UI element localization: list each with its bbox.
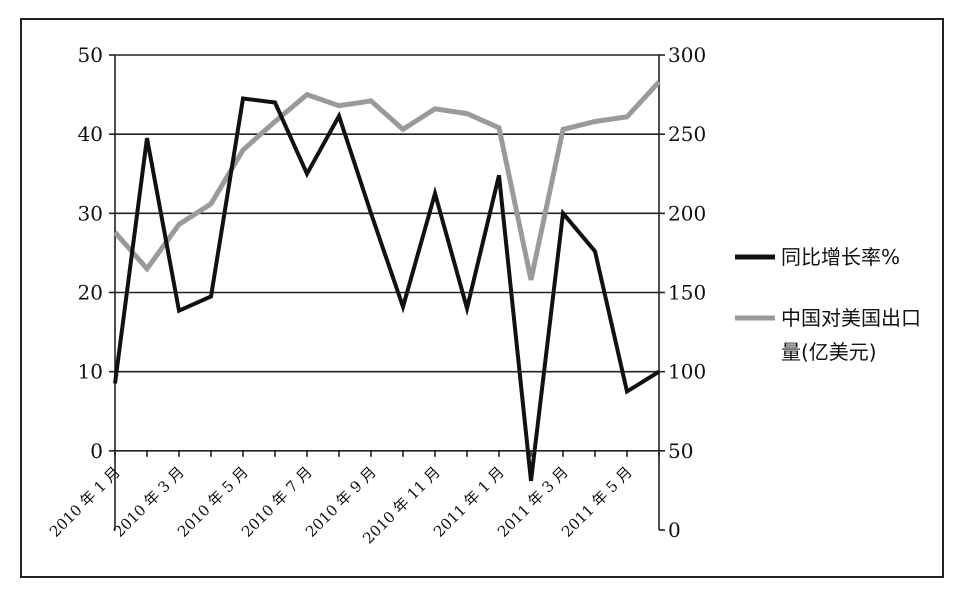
y-right-tick-label: 0 — [668, 518, 681, 542]
y-right-tick-label: 150 — [668, 281, 706, 305]
y-left-tick-label: 40 — [78, 122, 103, 146]
y-right-tick-label: 200 — [668, 201, 706, 225]
y-left-tick-label: 30 — [78, 201, 103, 225]
y-right-tick-label: 50 — [668, 439, 693, 463]
y-right-tick-label: 250 — [668, 122, 706, 146]
grid-layer — [115, 54, 659, 452]
y-left-tick-label: 0 — [90, 439, 103, 463]
y-left-tick-label: 20 — [78, 281, 103, 305]
legend-label-export-volume: 中国对美国出口 — [781, 306, 921, 330]
y-left-tick-label: 10 — [78, 360, 103, 384]
series-layer — [113, 80, 661, 482]
y-left-tick-label: 50 — [78, 43, 103, 67]
series-line-export-volume — [113, 80, 661, 281]
legend-label-growth-rate: 同比增长率% — [781, 245, 900, 269]
y-right-tick-label: 100 — [668, 360, 706, 384]
y-right-tick-label: 300 — [668, 43, 706, 67]
series-line-growth-rate — [113, 96, 661, 482]
legend-label-export-volume-line2: 量(亿美元) — [781, 340, 877, 364]
